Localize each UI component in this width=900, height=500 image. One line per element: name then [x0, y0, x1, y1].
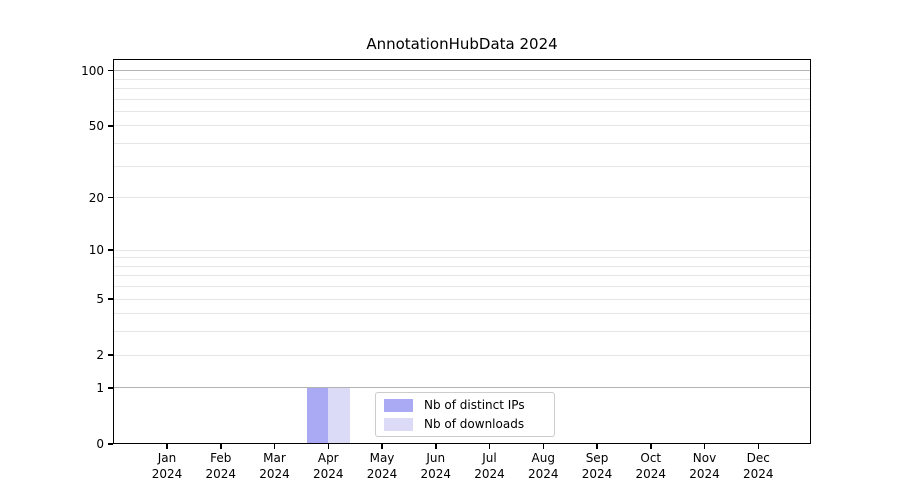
x-axis-tick-dec: [757, 444, 759, 449]
y-tick-label-50: 50: [88, 118, 104, 133]
bar-downloads-apr: [328, 387, 350, 444]
x-tick-month: Jan: [157, 451, 177, 465]
x-tick-year: 2024: [635, 467, 667, 481]
plot-area: [113, 59, 811, 444]
gridline-y-90: [113, 78, 811, 80]
x-tick-year: 2024: [420, 467, 452, 481]
x-tick-year: 2024: [366, 467, 398, 481]
x-tick-label-may: May 2024: [350, 450, 414, 482]
x-tick-year: 2024: [742, 467, 774, 481]
y-tick-label-2: 2: [96, 348, 104, 363]
x-axis-tick-jul: [488, 444, 491, 449]
gridline-y-2: [113, 354, 811, 356]
chart-title: AnnotationHubData 2024: [366, 35, 558, 53]
x-tick-label-sep: Sep 2024: [565, 450, 629, 482]
x-tick-month: Apr: [317, 451, 339, 465]
gridline-y-70: [113, 98, 811, 100]
x-tick-label-mar: Mar 2024: [243, 450, 307, 482]
y-tick-label-20: 20: [88, 190, 104, 205]
x-tick-year: 2024: [581, 467, 613, 481]
gridline-y-5: [113, 298, 811, 300]
y-axis-tick-1: [108, 387, 113, 389]
x-tick-month: May: [369, 451, 395, 465]
gridline-y-1: [113, 387, 811, 389]
x-axis-tick-jan: [166, 444, 168, 449]
gridline-y-3: [113, 331, 811, 333]
x-axis-tick-may: [381, 444, 383, 449]
x-tick-year: 2024: [474, 467, 505, 481]
gridline-y-4: [113, 313, 811, 315]
x-tick-month: Sep: [585, 451, 609, 465]
x-tick-year: 2024: [527, 467, 559, 481]
x-tick-month: Nov: [692, 451, 717, 465]
gridline-y-10: [113, 249, 811, 251]
x-tick-label-aug: Aug 2024: [511, 450, 575, 482]
x-axis-tick-feb: [220, 444, 222, 449]
legend-entry-distinct-ips: Nb of distinct IPs: [384, 398, 546, 412]
legend-label-downloads: Nb of downloads: [424, 417, 525, 431]
x-axis-tick-jun: [435, 444, 437, 449]
x-tick-month: Oct: [640, 451, 662, 465]
gridline-y-9: [113, 257, 811, 259]
y-tick-label-10: 10: [88, 243, 104, 258]
y-axis-tick-10: [108, 249, 113, 251]
legend-swatch-downloads-icon: [384, 417, 413, 431]
legend-entry-downloads: Nb of downloads: [384, 417, 546, 431]
gridline-y-60: [113, 110, 811, 112]
x-axis-tick-oct: [650, 444, 652, 449]
x-tick-year: 2024: [312, 467, 344, 481]
x-axis-tick-sep: [596, 444, 598, 449]
x-tick-month: Feb: [210, 451, 232, 465]
x-tick-month: Dec: [746, 451, 770, 465]
y-axis-tick-50: [108, 125, 113, 127]
y-axis-tick-0: [108, 443, 113, 445]
bar-distinct-ips-apr: [306, 387, 329, 444]
x-tick-label-dec: Dec 2024: [726, 450, 790, 482]
y-tick-label-5: 5: [96, 292, 104, 307]
y-axis-tick-2: [108, 354, 113, 356]
x-tick-year: 2024: [259, 467, 290, 481]
x-tick-label-feb: Feb 2024: [189, 450, 253, 482]
y-axis-tick-5: [108, 298, 113, 300]
y-tick-label-0: 0: [96, 437, 104, 451]
x-tick-label-apr: Apr 2024: [296, 450, 360, 482]
x-tick-month: Jul: [482, 451, 497, 465]
legend-label-distinct-ips: Nb of distinct IPs: [424, 398, 525, 412]
y-axis-tick-20: [108, 196, 113, 199]
y-tick-label-1: 1: [96, 380, 104, 395]
gridline-y-80: [113, 88, 811, 90]
y-tick-label-100: 100: [81, 63, 104, 78]
gridline-y-40: [113, 143, 811, 145]
x-axis-tick-nov: [703, 444, 706, 449]
x-tick-month: Aug: [531, 451, 555, 465]
gridline-y-6: [113, 286, 811, 288]
x-axis-tick-apr: [327, 444, 329, 449]
x-tick-month: Jun: [426, 451, 446, 465]
x-tick-year: 2024: [205, 467, 237, 481]
x-tick-year: 2024: [151, 467, 183, 481]
legend: Nb of distinct IPs Nb of downloads: [375, 392, 555, 437]
x-tick-label-oct: Oct 2024: [619, 450, 683, 482]
gridline-y-20: [113, 197, 811, 199]
gridline-y-50: [113, 125, 811, 127]
gridline-y-8: [113, 265, 811, 267]
x-tick-label-jun: Jun 2024: [404, 450, 468, 482]
x-tick-year: 2024: [689, 467, 720, 481]
gridline-y-7: [113, 275, 811, 277]
x-tick-label-jan: Jan 2024: [135, 450, 199, 482]
x-axis-tick-aug: [542, 444, 544, 449]
x-tick-month: Mar: [263, 451, 286, 465]
gridline-y-30: [113, 165, 811, 167]
x-tick-label-jul: Jul 2024: [458, 450, 522, 482]
gridline-y-100: [113, 70, 811, 72]
x-axis-tick-mar: [273, 444, 276, 449]
y-axis-tick-100: [108, 69, 113, 72]
x-tick-label-nov: Nov 2024: [673, 450, 737, 482]
legend-swatch-distinct-ips-icon: [384, 398, 413, 412]
